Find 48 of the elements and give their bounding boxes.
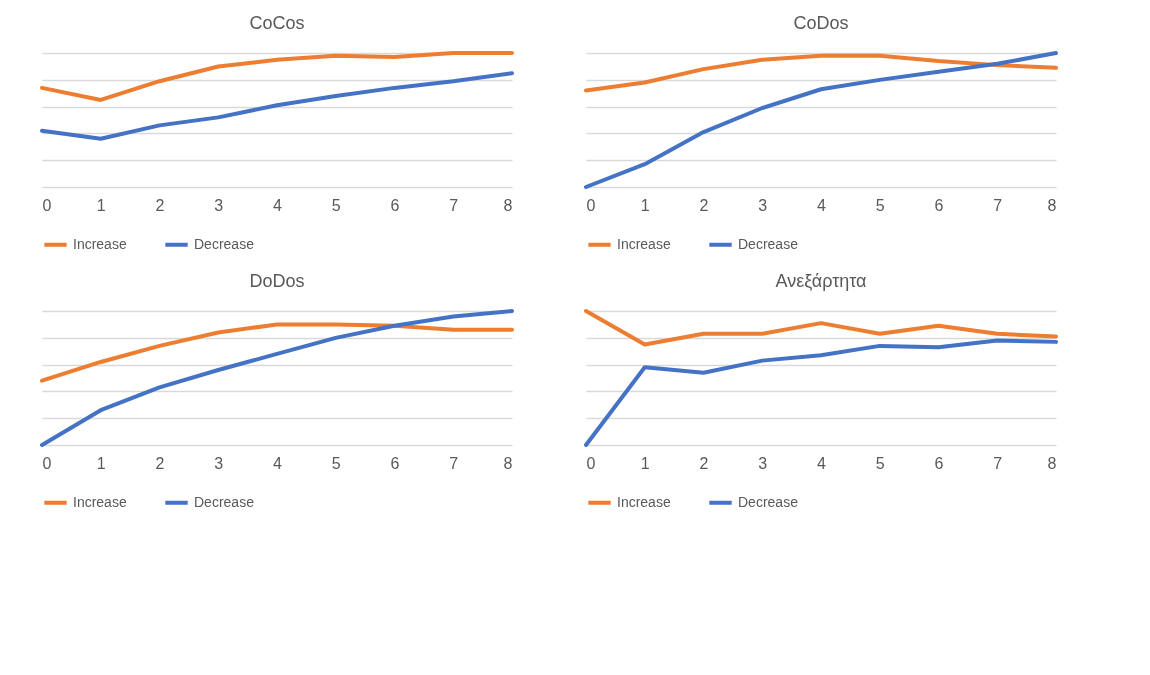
x-tick-label: 4	[817, 454, 827, 472]
x-tick-label: 7	[993, 196, 1003, 214]
x-tick-label: 5	[331, 454, 341, 472]
legend-label: Decrease	[194, 493, 255, 510]
x-tick-label: 7	[449, 196, 459, 214]
x-tick-label: 8	[1047, 196, 1057, 214]
chart-title: DoDos	[249, 271, 305, 291]
x-tick-label: 2	[699, 454, 709, 472]
x-tick-label: 0	[586, 196, 596, 214]
x-tick-label: 6	[390, 196, 400, 214]
x-tick-label: 4	[273, 196, 283, 214]
x-tick-label: 1	[640, 196, 650, 214]
x-tick-label: 8	[503, 454, 513, 472]
x-tick-label: 0	[42, 454, 52, 472]
legend-label: Increase	[73, 235, 127, 252]
x-tick-label: 7	[449, 454, 459, 472]
chart-title: CoDos	[793, 13, 849, 33]
x-tick-label: 0	[42, 196, 52, 214]
chart-title: Ανεξάρτητα	[775, 271, 867, 291]
x-tick-label: 5	[331, 196, 341, 214]
x-tick-label: 4	[817, 196, 827, 214]
legend-label: Increase	[617, 235, 671, 252]
x-tick-label: 5	[875, 196, 885, 214]
x-tick-label: 6	[934, 196, 944, 214]
x-tick-label: 3	[758, 454, 768, 472]
x-tick-label: 4	[273, 454, 283, 472]
x-tick-label: 2	[699, 196, 709, 214]
x-tick-label: 3	[214, 196, 224, 214]
x-tick-label: 8	[1047, 454, 1057, 472]
legend-label: Decrease	[738, 493, 799, 510]
x-tick-label: 0	[586, 454, 596, 472]
x-tick-label: 2	[155, 196, 165, 214]
x-tick-label: 3	[214, 454, 224, 472]
chart-title: CoCos	[249, 13, 305, 33]
x-tick-label: 6	[934, 454, 944, 472]
legend-label: Increase	[617, 493, 671, 510]
legend-label: Decrease	[738, 235, 799, 252]
x-tick-label: 5	[875, 454, 885, 472]
x-tick-label: 1	[640, 454, 650, 472]
x-tick-label: 1	[96, 454, 106, 472]
legend-label: Increase	[73, 493, 127, 510]
x-tick-label: 3	[758, 196, 768, 214]
x-tick-label: 6	[390, 454, 400, 472]
x-tick-label: 2	[155, 454, 165, 472]
x-tick-label: 7	[993, 454, 1003, 472]
legend-label: Decrease	[194, 235, 255, 252]
x-tick-label: 1	[96, 196, 106, 214]
x-tick-label: 8	[503, 196, 513, 214]
